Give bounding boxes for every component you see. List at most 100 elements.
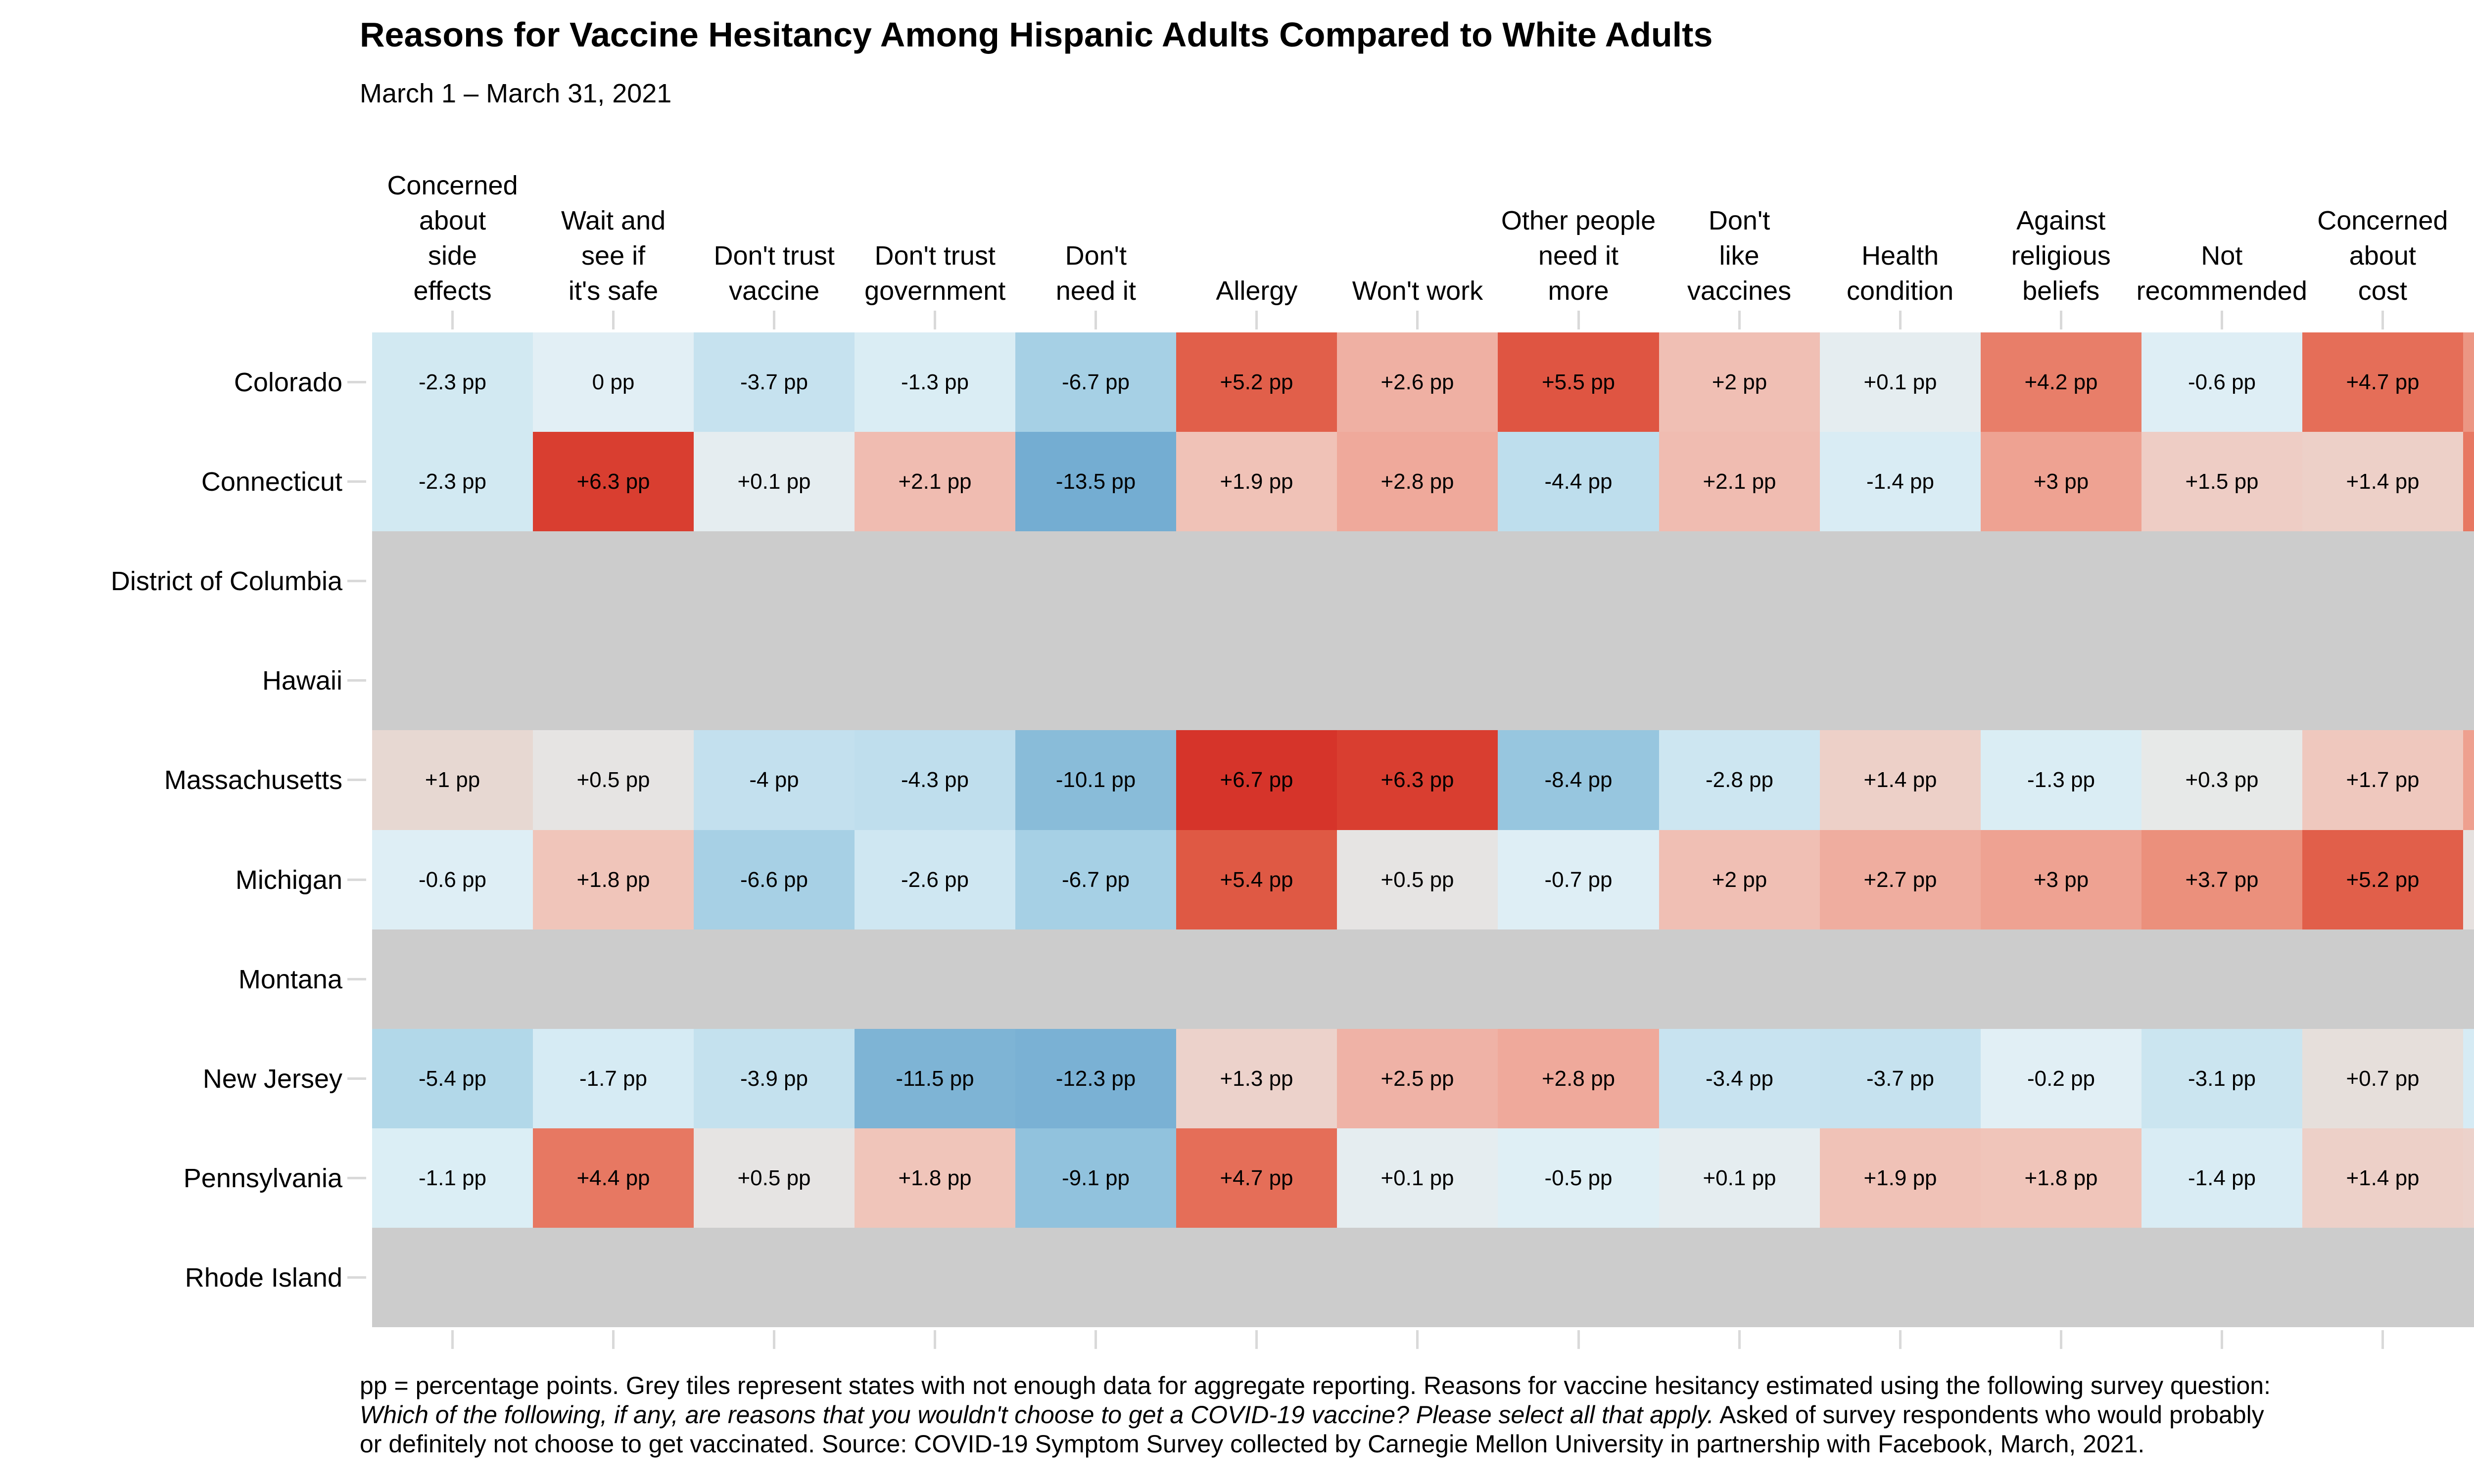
cell-value-label: +1.8 pp	[898, 1165, 972, 1190]
cell-value-label: +5.2 pp	[1220, 370, 1293, 394]
chart-subtitle: March 1 – March 31, 2021	[360, 79, 672, 108]
cell-value-label: +0.1 pp	[737, 469, 811, 494]
heatmap-cell: +0.1 pp	[694, 432, 855, 531]
column-tick	[2381, 1330, 2384, 1349]
heatmap-cell: +2 pp	[1659, 830, 1820, 929]
cell-value-label: +0.5 pp	[737, 1165, 811, 1190]
column-header: Not recommended	[2136, 241, 2307, 306]
heatmap-cell: +0.1 pp	[1820, 332, 1981, 432]
cell-value-label: +2.8 pp	[1380, 469, 1454, 494]
row-tick	[347, 879, 366, 881]
cell-value-label: -2.3 pp	[419, 469, 486, 494]
cell-value-label: -4 pp	[749, 768, 799, 792]
heatmap-cell: +1.8 pp	[533, 830, 694, 929]
heatmap-cell: -3.7 pp	[1820, 1029, 1981, 1128]
na-row	[372, 929, 2474, 1029]
cell-value-label: -0.6 pp	[419, 867, 486, 892]
heatmap-cell: +0.5 pp	[694, 1128, 855, 1228]
column-tick	[2221, 1330, 2223, 1349]
heatmap-cell: -4 pp	[694, 730, 855, 830]
heatmap-cell: +1.5 pp	[2141, 432, 2302, 531]
cell-value-label: +0.1 pp	[1380, 1165, 1454, 1190]
state-label: Montana	[238, 964, 342, 994]
heatmap-cell: -1.3 pp	[1981, 730, 2141, 830]
heatmap-cell: +3.1 pp	[2463, 730, 2474, 830]
cell-value-label: +3 pp	[2033, 469, 2089, 494]
cell-value-label: -1.4 pp	[1866, 469, 1934, 494]
cell-value-label: -13.5 pp	[1055, 469, 1136, 494]
heatmap-cell: +3 pp	[1981, 432, 2141, 531]
heatmap-cell: +2.7 pp	[1820, 830, 1981, 929]
cell-value-label: +1.3 pp	[1220, 1066, 1293, 1091]
column-header: Pregnancy	[2415, 163, 2474, 309]
heatmap-cell: -1.4 pp	[1820, 432, 1981, 531]
heatmap-cell: -6.7 pp	[1015, 332, 1176, 432]
column-header: Allergy	[1216, 276, 1298, 306]
cell-value-label: +5.2 pp	[2346, 867, 2420, 892]
column-tick	[1738, 1330, 1741, 1349]
heatmap-cell: -4.3 pp	[855, 730, 1015, 830]
column-tick	[1416, 311, 1419, 329]
cell-value-label: -0.6 pp	[2188, 370, 2256, 394]
heatmap-cell: +1.8 pp	[855, 1128, 1015, 1228]
column-tick	[612, 311, 615, 329]
heatmap-cell: +2 pp	[1659, 332, 1820, 432]
row-tick	[347, 1177, 366, 1179]
heatmap-cell: -1.7 pp	[2463, 1029, 2474, 1128]
heatmap-cell: -1.1 pp	[372, 1128, 533, 1228]
column-header: Concerned about side effects	[387, 171, 518, 306]
heatmap-cell: +0.5 pp	[1337, 830, 1498, 929]
column-tick	[773, 1330, 775, 1349]
cell-value-label: 0 pp	[592, 370, 635, 394]
heatmap-cell: +1.4 pp	[2302, 1128, 2463, 1228]
column-header: Against religious beliefs	[2011, 206, 2111, 306]
heatmap-cell: -6.7 pp	[1015, 830, 1176, 929]
row-tick	[347, 978, 366, 980]
cell-value-label: +0.5 pp	[576, 768, 650, 792]
cell-value-label: -5.4 pp	[419, 1066, 486, 1091]
heatmap-cell: -11.5 pp	[855, 1029, 1015, 1128]
row-tick	[347, 1077, 366, 1080]
cell-value-label: +5.4 pp	[1220, 867, 1293, 892]
heatmap-cell: +1.4 pp	[2302, 432, 2463, 531]
heatmap-cell: -4.4 pp	[1498, 432, 1659, 531]
heatmap-cell: +1.9 pp	[1820, 1128, 1981, 1228]
cell-value-label: +1.4 pp	[2346, 1165, 2420, 1190]
cell-value-label: +2.1 pp	[898, 469, 972, 494]
cell-value-label: -10.1 pp	[1055, 768, 1136, 792]
cell-value-label: +2.1 pp	[1703, 469, 1776, 494]
cell-value-label: +6.3 pp	[576, 469, 650, 494]
heatmap-cell: +4.4 pp	[2463, 432, 2474, 531]
column-tick	[451, 1330, 454, 1349]
heatmap-cell: +4.4 pp	[533, 1128, 694, 1228]
cell-value-label: +0.5 pp	[1380, 867, 1454, 892]
chart-title: Reasons for Vaccine Hesitancy Among Hisp…	[360, 15, 1713, 54]
state-label: Connecticut	[201, 466, 342, 497]
na-row	[372, 531, 2474, 631]
heatmap-cell: +2.6 pp	[1337, 332, 1498, 432]
column-header: Don't trust government	[864, 241, 1006, 306]
cell-value-label: -2.8 pp	[1706, 768, 1773, 792]
cell-value-label: -11.5 pp	[896, 1066, 974, 1091]
state-label: Michigan	[235, 865, 342, 895]
heatmap-cell: +1.8 pp	[1981, 1128, 2141, 1228]
heatmap-cell: +1.3 pp	[1176, 1029, 1337, 1128]
column-tick	[1255, 311, 1258, 329]
column-header: Other people need it more	[1501, 206, 1656, 306]
heatmap-cell: +1.4 pp	[1820, 730, 1981, 830]
heatmap-cell: +2.8 pp	[1337, 432, 1498, 531]
cell-value-label: +2 pp	[1712, 867, 1767, 892]
column-tick	[1094, 311, 1097, 329]
heatmap-cell: -0.5 pp	[1498, 1128, 1659, 1228]
heatmap-cell: +2.8 pp	[1498, 1029, 1659, 1128]
cell-value-label: +6.3 pp	[1380, 768, 1454, 792]
cell-value-label: +4.7 pp	[2346, 370, 2420, 394]
column-tick	[773, 311, 775, 329]
cell-value-label: +4.7 pp	[1220, 1165, 1293, 1190]
heatmap-cell: +6.7 pp	[1176, 730, 1337, 830]
heatmap-cell: +3.7 pp	[2141, 830, 2302, 929]
na-row	[372, 1228, 2474, 1327]
cell-value-label: +0.7 pp	[2346, 1066, 2420, 1091]
cell-value-label: -4.3 pp	[901, 768, 969, 792]
column-tick	[1899, 1330, 1902, 1349]
